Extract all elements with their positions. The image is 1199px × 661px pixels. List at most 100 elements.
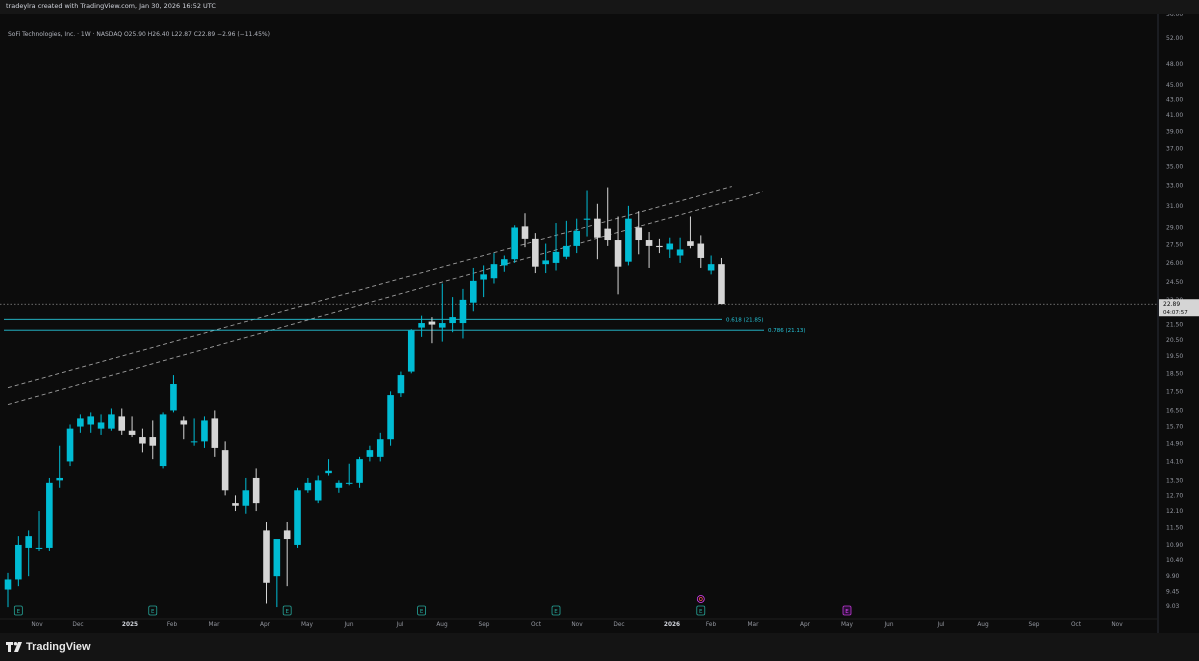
candle-body xyxy=(387,395,394,440)
candle-body xyxy=(563,245,570,257)
brand-text: TradingView xyxy=(26,641,91,653)
earnings-marker-icon xyxy=(551,605,561,616)
y-tick-label: 26.00 xyxy=(1166,260,1183,267)
candle-body xyxy=(697,243,705,258)
candle-body xyxy=(532,238,539,267)
candle-body xyxy=(521,226,529,239)
earnings-marker-label: E xyxy=(554,609,558,615)
candle-body xyxy=(294,490,301,545)
candle-body xyxy=(573,230,580,246)
tradingview-brand[interactable]: TradingView xyxy=(6,641,91,653)
y-tick-label: 56.00 xyxy=(1166,14,1183,18)
candle-body xyxy=(35,547,43,549)
y-tick-label: 16.50 xyxy=(1166,407,1183,414)
candle-body xyxy=(407,330,415,372)
tradingview-logo-icon xyxy=(6,642,22,652)
chart-area[interactable]: 56.00 52.00 48.00 45.00 43.00 41.00 39.00 37.00… xyxy=(0,14,1199,633)
candle-body xyxy=(428,321,436,325)
y-tick-label: 35.00 xyxy=(1166,163,1183,170)
candle-body xyxy=(511,227,518,260)
candle-body xyxy=(314,480,322,501)
y-tick-label: 52.00 xyxy=(1166,35,1183,42)
candle-body xyxy=(594,218,601,238)
x-tick-label: Sep xyxy=(1029,622,1040,628)
candle-body xyxy=(542,260,549,265)
price-chart[interactable]: 56.00 52.00 48.00 45.00 43.00 41.00 39.00 37.00… xyxy=(0,14,1199,633)
candle-body xyxy=(25,536,32,548)
candle-body xyxy=(635,227,643,241)
split-event-icon xyxy=(696,595,705,603)
candle-body xyxy=(656,245,663,248)
candle-body xyxy=(335,482,343,488)
candle-body xyxy=(273,539,281,577)
x-tick-label: Aug xyxy=(977,622,989,628)
y-tick-label: 11.50 xyxy=(1166,525,1183,532)
candle-body xyxy=(304,482,312,491)
candle-body xyxy=(46,482,53,548)
candle-body xyxy=(180,420,188,425)
candle-body xyxy=(201,420,208,442)
candle-body xyxy=(159,414,167,467)
upcoming-earnings-icon xyxy=(842,605,852,616)
y-tick-label: 10.40 xyxy=(1166,557,1183,564)
candle-body xyxy=(583,218,591,220)
earnings-marker-label: E xyxy=(17,609,21,615)
fib-level-label: 0.786 (21.13) xyxy=(768,328,806,334)
candle-body xyxy=(666,243,674,250)
candle-body xyxy=(170,384,177,411)
y-tick-label: 19.50 xyxy=(1166,353,1183,360)
candle-body xyxy=(376,439,384,457)
x-tick-label: May xyxy=(301,622,314,628)
candle-body xyxy=(345,482,353,484)
split-event-icon-inner xyxy=(698,597,703,601)
y-tick-label: 21.50 xyxy=(1166,322,1183,329)
x-tick-label: Nov xyxy=(31,622,43,628)
candle-body xyxy=(490,264,498,279)
y-tick-label: 48.00 xyxy=(1166,61,1183,68)
x-tick-label: Oct xyxy=(1071,622,1082,628)
candle-body xyxy=(676,249,684,256)
candle-body xyxy=(242,490,250,506)
y-tick-label: 12.10 xyxy=(1166,508,1183,515)
candle-body xyxy=(97,422,105,429)
x-tick-label: Nov xyxy=(571,622,583,628)
candle-body xyxy=(325,470,332,474)
candle-body xyxy=(707,264,715,271)
candle-body xyxy=(501,259,508,266)
candle-body xyxy=(356,459,363,483)
x-tick-label: 2026 xyxy=(664,622,680,628)
symbol-legend: SoFi Technologies, Inc. · 1W · NASDAQ O2… xyxy=(8,31,270,38)
x-tick-label: Feb xyxy=(167,622,178,628)
y-tick-label: 41.00 xyxy=(1166,112,1183,119)
candle-body xyxy=(614,240,622,267)
candle-body xyxy=(449,317,456,324)
candle-body xyxy=(139,437,146,444)
candle-body xyxy=(77,418,84,427)
bar-countdown: 04:07:57 xyxy=(1163,310,1188,316)
candle-body xyxy=(87,416,95,425)
candle-body xyxy=(190,441,198,443)
y-tick-label: 9.90 xyxy=(1166,573,1180,580)
candle-body xyxy=(687,241,694,246)
candle-body xyxy=(552,251,560,263)
earnings-marker-icon xyxy=(148,605,158,616)
candle-body xyxy=(366,450,374,457)
y-tick-label: 15.70 xyxy=(1166,424,1183,431)
candle-body xyxy=(718,264,725,305)
candle-body xyxy=(263,530,270,583)
earnings-marker-label: E xyxy=(285,609,289,615)
earnings-marker-icon xyxy=(696,605,706,616)
candle-body xyxy=(480,274,487,280)
x-tick-label: Sep xyxy=(479,622,490,628)
x-tick-label: 2025 xyxy=(122,622,138,628)
x-tick-label: Nov xyxy=(1111,622,1123,628)
y-tick-label: 20.50 xyxy=(1166,337,1183,344)
last-price-value: 22.89 xyxy=(1163,301,1180,308)
y-tick-label: 29.00 xyxy=(1166,224,1183,231)
candle-body xyxy=(283,530,291,540)
y-tick-label: 14.90 xyxy=(1166,441,1183,448)
footer-bar: TradingView xyxy=(0,633,1199,661)
x-tick-label: Jun xyxy=(343,622,353,628)
y-tick-label: 31.00 xyxy=(1166,203,1183,210)
x-tick-label: Dec xyxy=(72,622,83,628)
